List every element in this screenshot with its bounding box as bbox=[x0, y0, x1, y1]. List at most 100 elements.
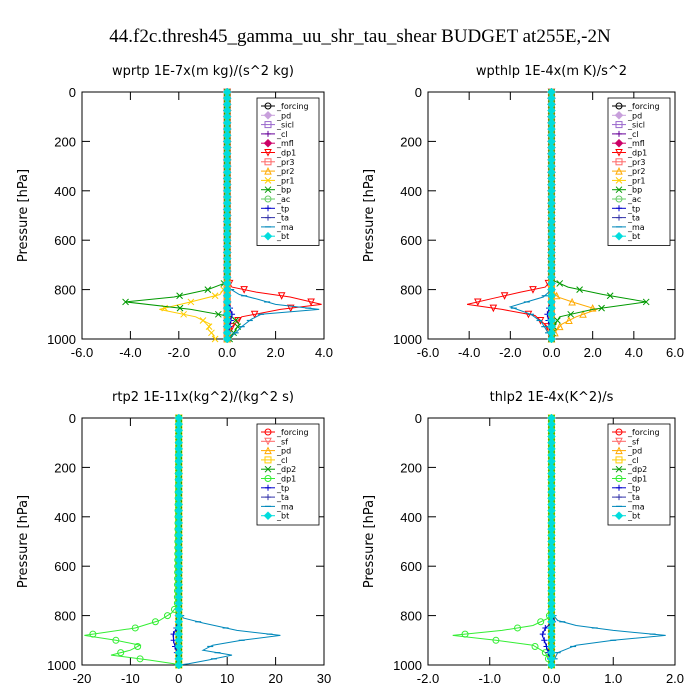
legend-marker bbox=[615, 177, 623, 184]
legend-marker bbox=[615, 158, 623, 166]
y-tick-label: 1000 bbox=[47, 332, 76, 347]
legend-marker bbox=[264, 456, 272, 464]
legend-marker bbox=[264, 158, 272, 166]
data-point bbox=[117, 649, 125, 657]
y-tick-label: 800 bbox=[54, 283, 76, 298]
data-point bbox=[556, 280, 564, 287]
legend-entry: _ac bbox=[627, 195, 641, 204]
x-tick-label: 30 bbox=[317, 671, 331, 686]
legend-entry: _cl bbox=[276, 456, 288, 465]
legend-entry: _cl bbox=[627, 130, 639, 139]
x-tick-label: 2.0 bbox=[584, 345, 602, 360]
data-point bbox=[112, 636, 120, 644]
legend-entry: _pr2 bbox=[276, 167, 294, 176]
legend-entry: _tp bbox=[627, 204, 640, 213]
data-point bbox=[307, 298, 315, 307]
x-tick-label: 0.0 bbox=[542, 671, 560, 686]
panel-title: rtp2 1E-11x(kg^2)/(kg^2 s) bbox=[112, 390, 294, 405]
series-line bbox=[508, 92, 552, 340]
series-line bbox=[452, 418, 552, 666]
legend-entry: _ta bbox=[627, 214, 640, 223]
series-line bbox=[551, 92, 599, 340]
data-point bbox=[232, 317, 240, 324]
legend-marker bbox=[264, 186, 272, 194]
legend-marker bbox=[614, 231, 624, 241]
data-point bbox=[180, 310, 187, 318]
legend-entry: _ac bbox=[276, 195, 290, 204]
legend-entry: _ta bbox=[276, 493, 289, 502]
data-point bbox=[474, 298, 482, 307]
data-point bbox=[205, 323, 213, 331]
data-point bbox=[554, 317, 561, 324]
legend-entry: _sicl bbox=[627, 121, 645, 130]
chart-panel-1: wprtp 1E-7x(m kg)/(s^2 kg) Pressure [hPa]… bbox=[16, 64, 333, 360]
legend-entry: _mfl bbox=[276, 139, 294, 148]
legend-marker bbox=[265, 205, 271, 212]
data-point bbox=[531, 642, 539, 650]
x-tick-label: -6.0 bbox=[417, 345, 439, 360]
data-point bbox=[240, 286, 248, 294]
x-tick-label: 10 bbox=[220, 671, 234, 686]
legend-marker bbox=[616, 130, 622, 137]
legend-marker bbox=[264, 149, 272, 157]
legend-entry: _pr3 bbox=[627, 158, 645, 167]
y-tick-label: 200 bbox=[400, 134, 422, 149]
y-tick-label: 600 bbox=[54, 559, 76, 574]
legend-marker bbox=[615, 465, 623, 473]
legend-marker bbox=[264, 195, 272, 203]
data-point bbox=[642, 298, 650, 306]
legend-marker bbox=[615, 102, 623, 110]
x-tick-label: -2.0 bbox=[417, 671, 439, 686]
series-line bbox=[159, 92, 228, 340]
series-line bbox=[125, 92, 240, 340]
figure-title: 44.f2c.thresh45_gamma_uu_shr_tau_shear B… bbox=[109, 26, 611, 47]
legend-entry: _pr3 bbox=[276, 158, 294, 167]
data-point bbox=[547, 660, 556, 670]
x-tick-label: 2.0 bbox=[666, 671, 684, 686]
plot-frame bbox=[81, 417, 325, 666]
legend-entry: _forcing bbox=[276, 428, 309, 437]
data-point bbox=[568, 297, 576, 306]
x-tick-label: 4.0 bbox=[315, 345, 333, 360]
x-tick-label: 0 bbox=[175, 671, 182, 686]
legend-entry: _forcing bbox=[627, 428, 660, 437]
data-point bbox=[286, 304, 295, 313]
legend-entry: _sf bbox=[276, 437, 288, 446]
x-tick-label: -4.0 bbox=[458, 345, 480, 360]
legend-entry: _forcing bbox=[627, 102, 660, 111]
data-point bbox=[222, 334, 232, 344]
y-tick-label: 400 bbox=[400, 510, 422, 525]
data-point bbox=[567, 310, 575, 318]
legend-entry: _bt bbox=[276, 232, 289, 241]
data-point bbox=[514, 624, 522, 632]
data-point bbox=[250, 310, 259, 319]
legend-marker bbox=[615, 149, 623, 157]
legend-marker bbox=[616, 214, 622, 221]
legend-marker bbox=[615, 195, 623, 203]
data-point bbox=[529, 286, 537, 294]
legend-entry: _dp1 bbox=[627, 475, 647, 484]
data-point bbox=[176, 292, 183, 300]
series-pr1 bbox=[159, 88, 231, 343]
legend: _forcing_sf_pd_cl_dp2_dp1_tp_ta_ma_bt bbox=[607, 423, 671, 526]
legend-entry: _sicl bbox=[276, 121, 294, 130]
data-point bbox=[136, 655, 144, 663]
y-tick-label: 200 bbox=[54, 460, 76, 475]
legend-entry: _ta bbox=[627, 493, 640, 502]
legend: _forcing_sf_pd_cl_dp2_dp1_tp_ta_ma_bt bbox=[256, 423, 320, 526]
panel-title: thlp2 1E-4x(K^2)/s bbox=[490, 390, 614, 405]
legend-entry: _cl bbox=[276, 130, 288, 139]
data-point bbox=[606, 292, 614, 300]
legend-marker bbox=[615, 475, 623, 482]
legend-entry: _pr2 bbox=[627, 167, 645, 176]
legend-marker bbox=[265, 214, 271, 221]
legend-entry: _dp2 bbox=[276, 465, 296, 474]
series-bt bbox=[222, 87, 232, 344]
series-bt bbox=[174, 413, 184, 670]
y-tick-label: 400 bbox=[54, 184, 76, 199]
legend-entry: _tp bbox=[276, 204, 289, 213]
legend-marker bbox=[264, 428, 272, 436]
legend-entry: _pd bbox=[627, 111, 642, 120]
data-point bbox=[541, 637, 548, 644]
